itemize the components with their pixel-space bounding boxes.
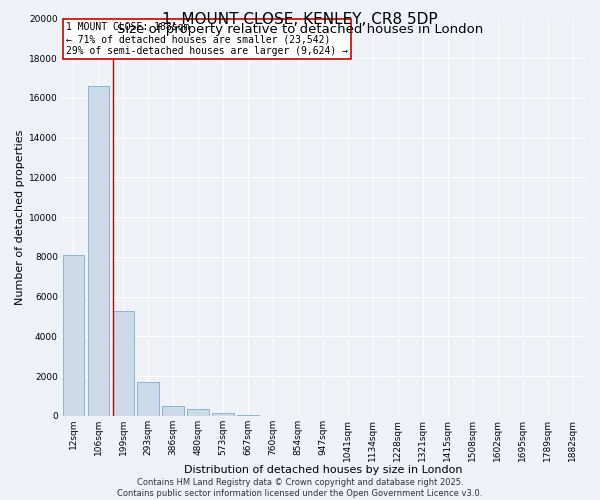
Bar <box>88 86 109 416</box>
Text: Size of property relative to detached houses in London: Size of property relative to detached ho… <box>117 24 483 36</box>
Bar <box>212 414 233 416</box>
Bar <box>113 310 134 416</box>
Text: 1, MOUNT CLOSE, KENLEY, CR8 5DP: 1, MOUNT CLOSE, KENLEY, CR8 5DP <box>162 12 438 28</box>
Text: 1 MOUNT CLOSE: 188sqm
← 71% of detached houses are smaller (23,542)
29% of semi-: 1 MOUNT CLOSE: 188sqm ← 71% of detached … <box>66 22 348 56</box>
Bar <box>187 409 209 416</box>
Bar <box>163 406 184 416</box>
X-axis label: Distribution of detached houses by size in London: Distribution of detached houses by size … <box>184 465 462 475</box>
Y-axis label: Number of detached properties: Number of detached properties <box>15 130 25 305</box>
Bar <box>238 414 259 416</box>
Text: Contains HM Land Registry data © Crown copyright and database right 2025.
Contai: Contains HM Land Registry data © Crown c… <box>118 478 482 498</box>
Bar <box>62 255 84 416</box>
Bar <box>137 382 158 416</box>
